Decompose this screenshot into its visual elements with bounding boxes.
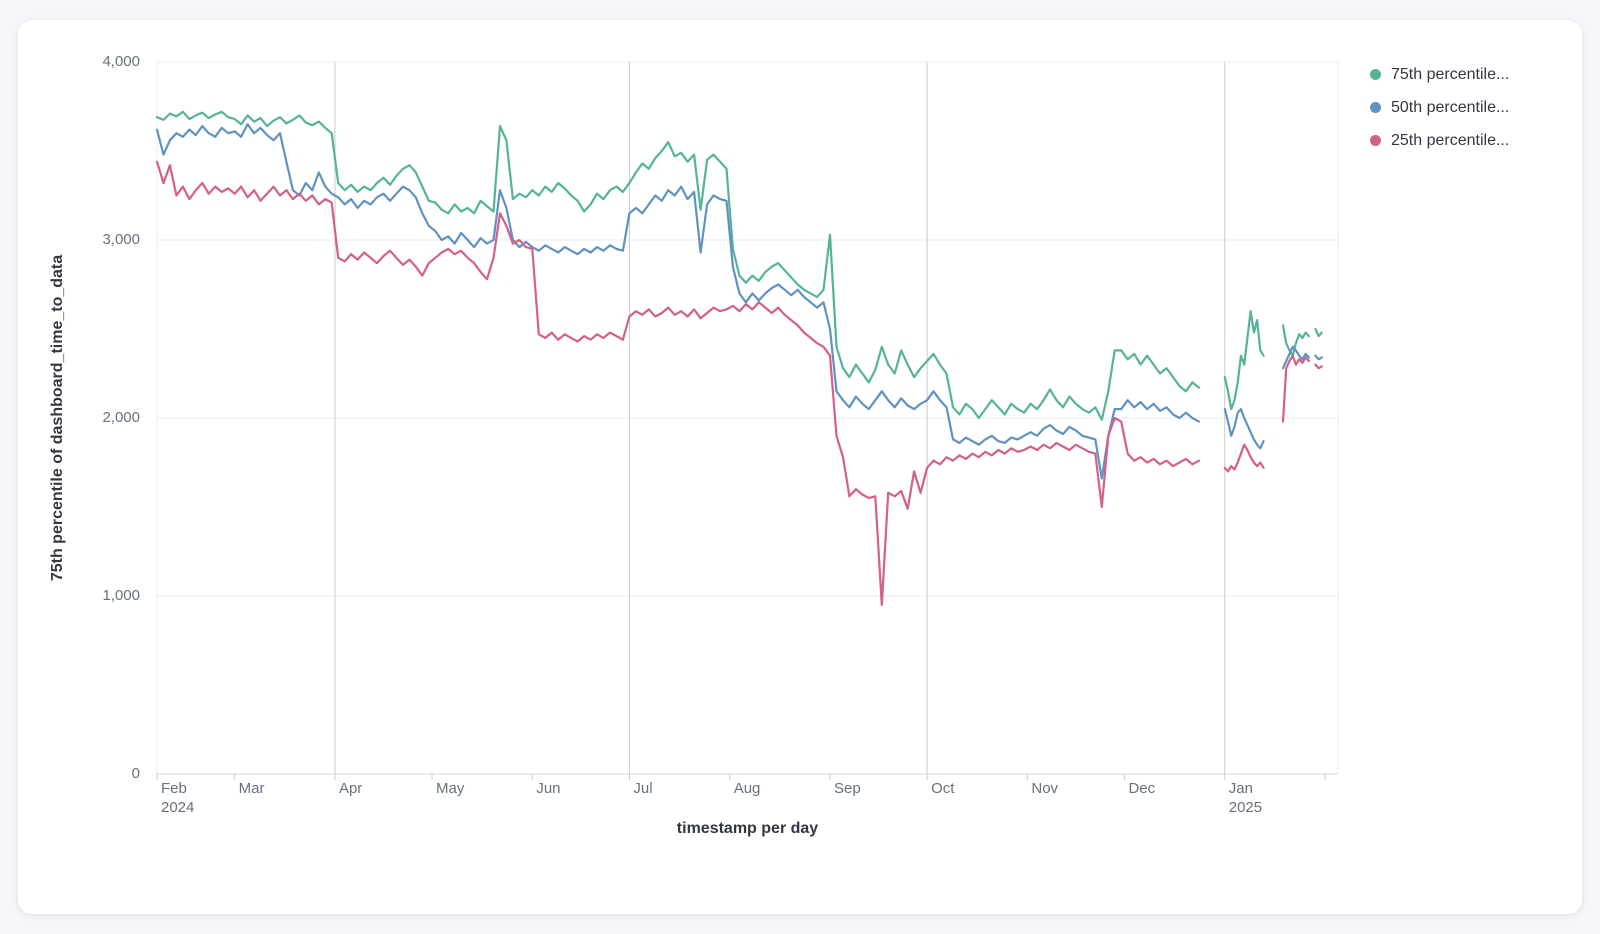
- x-axis-tick-label: Jan 2025: [1228, 780, 1263, 816]
- y-axis-tick-label: 1,000: [102, 587, 140, 604]
- legend-item-25th-percentile[interactable]: 25th percentile...: [1370, 124, 1509, 157]
- series-line-75th-percentile: [1281, 324, 1311, 357]
- x-axis-tick-label: Dec: [1128, 780, 1156, 797]
- x-axis-tick-label: Mar: [238, 780, 265, 797]
- series-line-50th-percentile: [1281, 345, 1311, 370]
- x-axis-tick-label: Feb 2024: [161, 780, 195, 816]
- y-axis-tick-label: 4,000: [102, 53, 140, 70]
- x-axis-tick-label: Oct: [931, 780, 955, 797]
- x-axis-tick-label: Jul: [633, 780, 653, 797]
- x-axis-tick-label: Jun: [536, 780, 561, 797]
- legend-item-label: 25th percentile...: [1391, 131, 1510, 149]
- x-axis-tick-label: Nov: [1031, 780, 1059, 797]
- series-line-25th-percentile: [155, 160, 1201, 607]
- x-axis-tick-label: Sep: [834, 780, 861, 797]
- chart-panel: 75th percentile of dashboard_time_to_dat…: [18, 20, 1582, 914]
- series-line-25th-percentile: [1314, 363, 1323, 370]
- series-line-75th-percentile: [1314, 327, 1323, 338]
- series-line-50th-percentile: [155, 123, 1201, 480]
- legend-item-label: 50th percentile...: [1391, 98, 1510, 116]
- legend-color-dot: [1370, 69, 1381, 80]
- x-axis-tick-label: Aug: [733, 780, 761, 797]
- legend: 75th percentile... 50th percentile... 25th…: [1370, 58, 1509, 157]
- y-axis-tick-label: 3,000: [102, 231, 140, 248]
- x-axis-tick-label: May: [436, 780, 465, 797]
- x-axis-title: timestamp per day: [676, 820, 819, 837]
- series-line-25th-percentile: [1223, 443, 1265, 473]
- series-line-25th-percentile: [1281, 354, 1311, 423]
- legend-item-label: 75th percentile...: [1391, 65, 1510, 83]
- y-axis-tick-label: 0: [131, 765, 140, 782]
- legend-color-dot: [1370, 102, 1381, 113]
- y-axis-tick-label: 2,000: [102, 409, 140, 426]
- legend-color-dot: [1370, 135, 1381, 146]
- series-line-50th-percentile: [1314, 354, 1323, 361]
- series-line-75th-percentile: [1223, 310, 1265, 411]
- chart-plot-area[interactable]: [18, 20, 1582, 914]
- legend-item-50th-percentile[interactable]: 50th percentile...: [1370, 91, 1509, 124]
- series-line-50th-percentile: [1223, 408, 1265, 450]
- legend-item-75th-percentile[interactable]: 75th percentile...: [1370, 58, 1509, 91]
- x-axis-tick-label: Apr: [338, 780, 363, 797]
- series-line-75th-percentile: [155, 110, 1201, 421]
